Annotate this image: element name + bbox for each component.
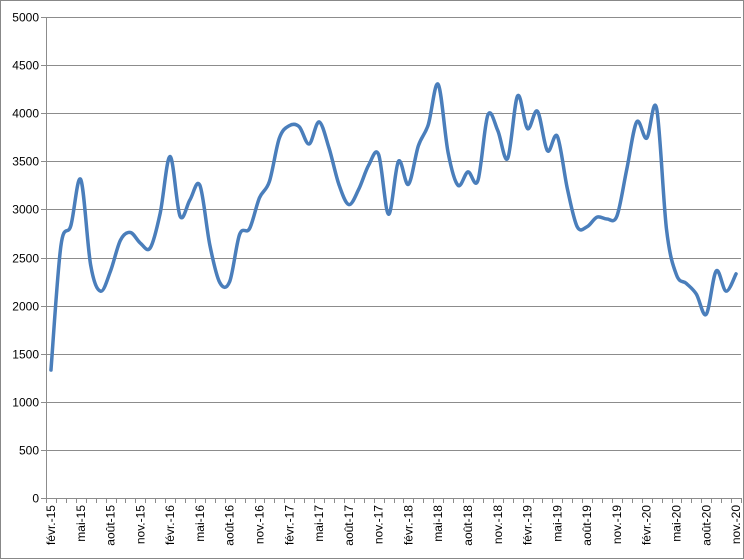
x-tick-label: nov.-20 [729,505,743,544]
y-tick-label: 3500 [12,155,39,169]
x-tick-label: août-16 [223,505,237,546]
y-axis-tick-labels: 0 500 1000 1500 2000 2500 3000 3500 4000 4500 5000 [12,11,39,506]
x-tick-label: févr.-15 [44,505,58,545]
y-tick-label: 500 [19,444,39,458]
x-tick-label: mai-20 [669,505,683,542]
x-tick-label: nov.-17 [372,505,386,544]
series-line [49,82,738,372]
y-tick-label: 2500 [12,252,39,266]
axes [41,17,742,503]
x-tick-label: nov.-18 [491,505,505,544]
y-tick-label: 3000 [12,203,39,217]
x-tick-label: août-20 [699,505,713,546]
x-tick-label: mai-19 [550,505,564,542]
x-tick-label: août-18 [461,505,475,546]
x-tick-label: févr.-18 [401,505,415,545]
x-tick-label: août-19 [580,505,594,546]
x-tick-label: févr.-20 [640,505,654,545]
x-tick-label: mai-17 [312,505,326,542]
x-tick-label: août-15 [104,505,118,546]
x-tick-label: mai-16 [193,505,207,542]
x-tick-label: févr.-16 [163,505,177,545]
y-tick-label: 4000 [12,107,39,121]
series [49,82,738,372]
x-tick-label: août-17 [342,505,356,546]
x-tick-label: mai-18 [431,505,445,542]
y-tick-label: 4500 [12,59,39,73]
x-tick-label: mai-15 [74,505,88,542]
x-tick-label: nov.-15 [133,505,147,544]
y-tick-label: 1500 [12,348,39,362]
gridlines [46,17,741,451]
x-axis-tick-labels: févr.-15 mai-15 août-15 nov.-15 févr.-16 mai-… [44,505,743,546]
x-tick-label: nov.-19 [610,505,624,544]
x-tick-label: févr.-17 [282,505,296,545]
y-tick-label: 0 [32,492,39,506]
x-tick-label: nov.-16 [252,505,266,544]
y-tick-label: 1000 [12,396,39,410]
y-tick-label: 2000 [12,300,39,314]
y-tick-label: 5000 [12,11,39,25]
x-tick-label: févr.-19 [521,505,535,545]
